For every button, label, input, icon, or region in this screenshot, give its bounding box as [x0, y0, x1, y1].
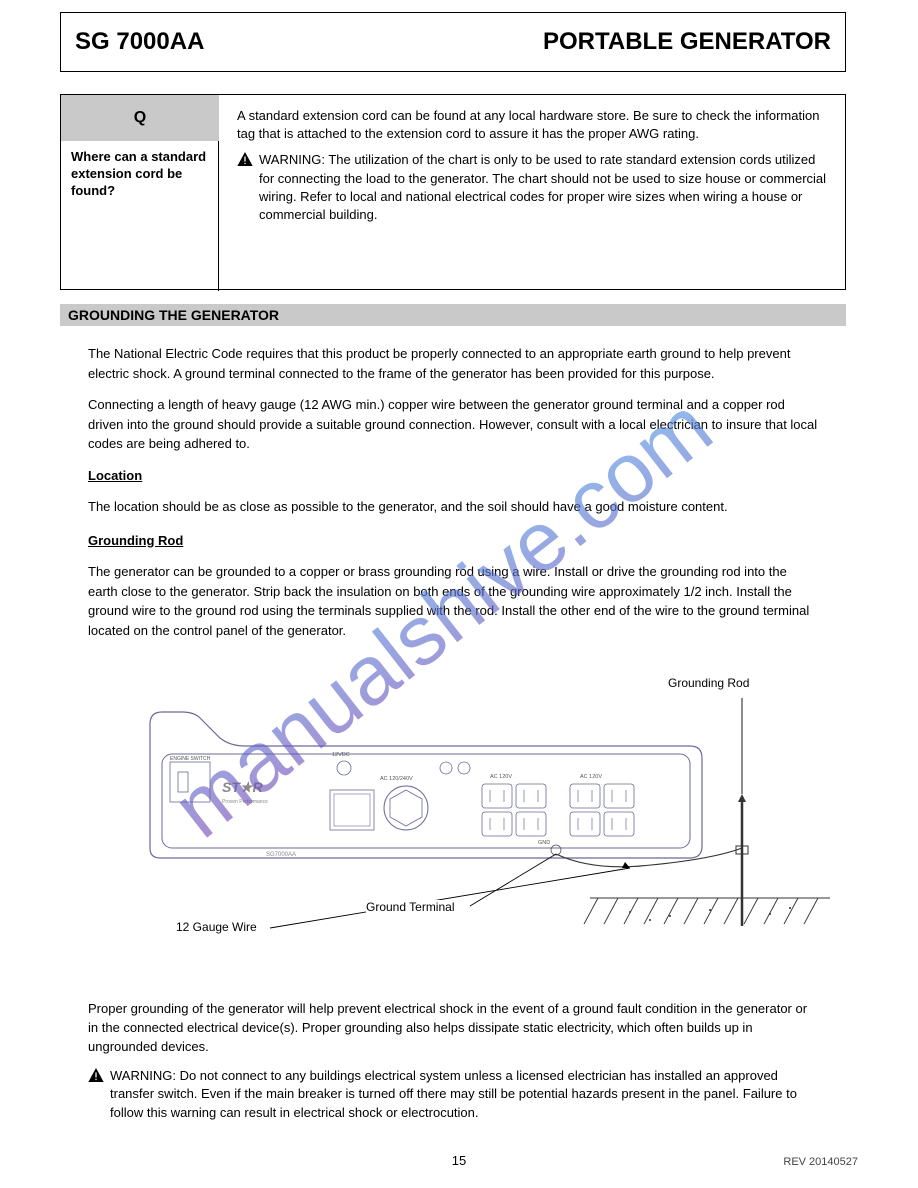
callout-wire: 12 Gauge Wire: [176, 920, 257, 934]
label-ac120-a: AC 120V: [490, 774, 512, 780]
footer-block: Proper grounding of the generator will h…: [60, 986, 846, 1133]
header-model: SG 7000AA: [75, 28, 204, 56]
callout-grounding-rod: Grounding Rod: [668, 676, 749, 690]
revision: REV 20140527: [783, 1156, 858, 1168]
answer-warning: WARNING: The utilization of the chart is…: [259, 151, 827, 224]
diagram-svg: ENGINE SWITCH ST★R Proven Performance 12…: [70, 658, 836, 986]
subhead-rod: Grounding Rod: [88, 531, 818, 551]
page-number: 15: [0, 1153, 918, 1168]
label-ac120-b: AC 120V: [580, 774, 602, 780]
section-heading: GROUNDING THE GENERATOR: [60, 304, 846, 326]
label-model-script: SG7000AA: [266, 852, 296, 858]
label-engine-switch: ENGINE SWITCH: [170, 756, 211, 762]
footer-warning: WARNING: Do not connect to any buildings…: [110, 1067, 818, 1124]
footer-warning-row: WARNING: Do not connect to any buildings…: [88, 1067, 818, 1134]
subhead-location: Location: [88, 466, 818, 486]
label-12vdc: 12VDC: [332, 752, 350, 758]
question-text: Where can a standard extension cord be f…: [71, 149, 208, 200]
qa-box: Q Where can a standard extension cord be…: [60, 94, 846, 290]
grounding-diagram: ENGINE SWITCH ST★R Proven Performance 12…: [70, 658, 836, 986]
question-cell: Q Where can a standard extension cord be…: [61, 95, 219, 291]
warning-triangle-icon: [88, 1068, 104, 1082]
header-box: SG 7000AA PORTABLE GENERATOR: [60, 12, 846, 72]
label-gnd: GND: [538, 840, 550, 846]
rod-body: The generator can be grounded to a coppe…: [88, 562, 818, 640]
brand-logo-text: ST★R: [222, 779, 263, 795]
answer-warning-row: WARNING: The utilization of the chart is…: [237, 151, 827, 232]
intro-block: The National Electric Code requires that…: [60, 326, 846, 658]
warning-triangle-icon: [237, 152, 253, 166]
brand-tagline: Proven Performance: [222, 799, 268, 805]
answer-cell: A standard extension cord can be found a…: [219, 95, 845, 289]
location-body: The location should be as close as possi…: [88, 497, 818, 517]
header-title: PORTABLE GENERATOR: [543, 28, 831, 56]
footer-p1: Proper grounding of the generator will h…: [88, 1000, 818, 1057]
q-label: Q: [61, 95, 219, 141]
intro-p2: Connecting a length of heavy gauge (12 A…: [88, 395, 818, 454]
intro-p1: The National Electric Code requires that…: [88, 344, 818, 383]
answer-p1: A standard extension cord can be found a…: [237, 107, 827, 143]
callout-ground-terminal: Ground Terminal: [366, 900, 455, 914]
label-ac120-240: AC 120/240V: [380, 776, 413, 782]
body-frame: The National Electric Code requires that…: [60, 326, 846, 1133]
